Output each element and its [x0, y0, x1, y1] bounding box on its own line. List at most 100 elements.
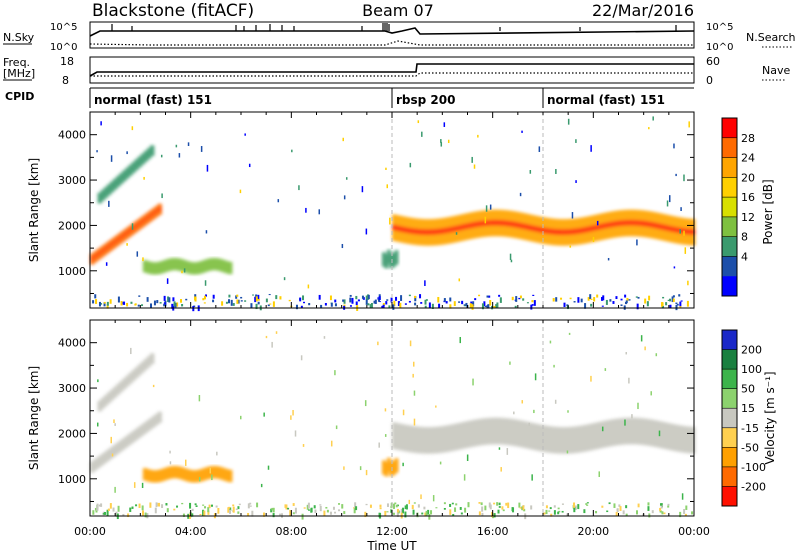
velocity-speckle	[601, 505, 604, 508]
power-echo-core	[108, 244, 113, 247]
power-speckle	[485, 205, 488, 212]
velocity-echo-cell	[526, 422, 532, 449]
velocity-echo-cell	[511, 419, 517, 446]
power-speckle	[92, 300, 95, 304]
velocity-speckle	[553, 505, 556, 508]
velocity-echo-cell	[409, 425, 415, 453]
velocity-speckle	[500, 467, 502, 472]
power-echo-core	[496, 219, 502, 226]
power-speckle	[529, 170, 532, 174]
power-echo-core	[418, 228, 424, 235]
velocity-echo-cell	[117, 441, 123, 453]
velocity-echo-cell	[460, 422, 466, 449]
power-speckle	[236, 299, 239, 304]
velocity-echo-cell	[96, 457, 101, 469]
power-echo-core	[424, 229, 430, 236]
power-speckle	[458, 301, 461, 303]
velocity-echo-cell	[565, 427, 570, 454]
velocity-speckle	[454, 507, 457, 512]
velocity-speckle	[557, 507, 560, 510]
power-speckle	[489, 300, 492, 306]
velocity-echo-cell	[568, 426, 573, 454]
power-echo-core	[93, 255, 98, 258]
power-speckle	[252, 294, 255, 296]
power-echo-core	[544, 227, 549, 234]
colorbar-tick-label: -200	[741, 480, 766, 493]
velocity-speckle	[279, 513, 282, 516]
velocity-speckle	[501, 506, 504, 510]
velocity-echo-cell	[691, 426, 696, 454]
power-echo-core	[556, 229, 561, 235]
power-speckle	[414, 302, 417, 306]
velocity-speckle	[332, 506, 335, 510]
velocity-speckle	[98, 504, 101, 507]
power-echo-core	[538, 226, 544, 233]
power-echo-core	[392, 224, 397, 231]
velocity-speckle	[413, 390, 416, 396]
power-echo-core	[532, 225, 538, 232]
velocity-speckle	[435, 507, 438, 509]
velocity-speckle	[173, 508, 176, 511]
colorbar-tick-label: -15	[741, 422, 759, 435]
power-echo-core	[640, 220, 645, 227]
power-echo-cell	[109, 181, 115, 193]
velocity-speckle	[247, 503, 250, 509]
velocity-speckle	[319, 505, 322, 512]
power-echo-core	[475, 221, 481, 228]
velocity-speckle	[522, 505, 525, 511]
power-echo-core	[616, 220, 621, 227]
freq-tick-lo: 8	[62, 74, 69, 87]
velocity-echo-cell	[185, 469, 190, 482]
power-speckle	[349, 294, 352, 297]
power-speckle	[593, 297, 596, 302]
power-speckle	[602, 295, 605, 301]
power-echo-core	[481, 220, 487, 227]
velocity-speckle	[249, 502, 252, 505]
power-speckle	[171, 303, 174, 309]
velocity-speckle	[364, 400, 367, 407]
velocity-echo-cell	[221, 468, 227, 481]
nsky-spikes	[111, 23, 677, 31]
power-speckle	[168, 297, 171, 303]
power-echo-core	[403, 226, 409, 233]
velocity-speckle	[237, 506, 240, 510]
velocity-speckle	[232, 506, 235, 513]
velocity-speckle	[217, 507, 220, 514]
power-speckle	[126, 302, 129, 307]
velocity-echo-cell	[145, 420, 150, 432]
velocity-speckle	[685, 505, 688, 510]
velocity-echo-cell	[523, 421, 529, 449]
velocity-speckle	[636, 510, 639, 515]
colorbar-tick-label: 100	[741, 363, 762, 376]
velocity-echo-cell	[448, 424, 454, 452]
velocity-speckle	[323, 336, 326, 339]
power-echo-core	[625, 219, 630, 226]
power-speckle	[473, 164, 476, 169]
velocity-echo-cell	[167, 466, 172, 479]
power-speckle	[443, 298, 446, 302]
power-speckle	[369, 304, 372, 308]
velocity-speckle	[466, 454, 469, 461]
velocity-speckle	[684, 513, 687, 517]
cpid-segment-label: normal (fast) 151	[94, 93, 212, 107]
power-speckle	[495, 304, 498, 308]
power-echo-core	[604, 222, 609, 229]
velocity-echo-cell	[137, 364, 143, 376]
velocity-speckle	[574, 505, 577, 510]
power-speckle	[239, 189, 242, 194]
velocity-speckle	[100, 503, 103, 507]
velocity-speckle	[459, 336, 461, 344]
velocity-speckle	[493, 502, 496, 505]
power-speckle	[320, 304, 323, 309]
velocity-speckle	[131, 506, 134, 509]
velocity-echo-region	[90, 411, 162, 473]
power-echo-core	[631, 219, 636, 226]
velocity-speckle	[229, 509, 232, 514]
velocity-speckle	[396, 508, 399, 513]
velocity-speckle	[263, 412, 265, 417]
power-echo-core	[676, 227, 681, 234]
freq-label: Freq.	[3, 56, 30, 69]
power-echo-cell	[197, 261, 203, 274]
power-speckle	[615, 296, 618, 300]
colorbar-tick-label: -100	[741, 461, 766, 474]
